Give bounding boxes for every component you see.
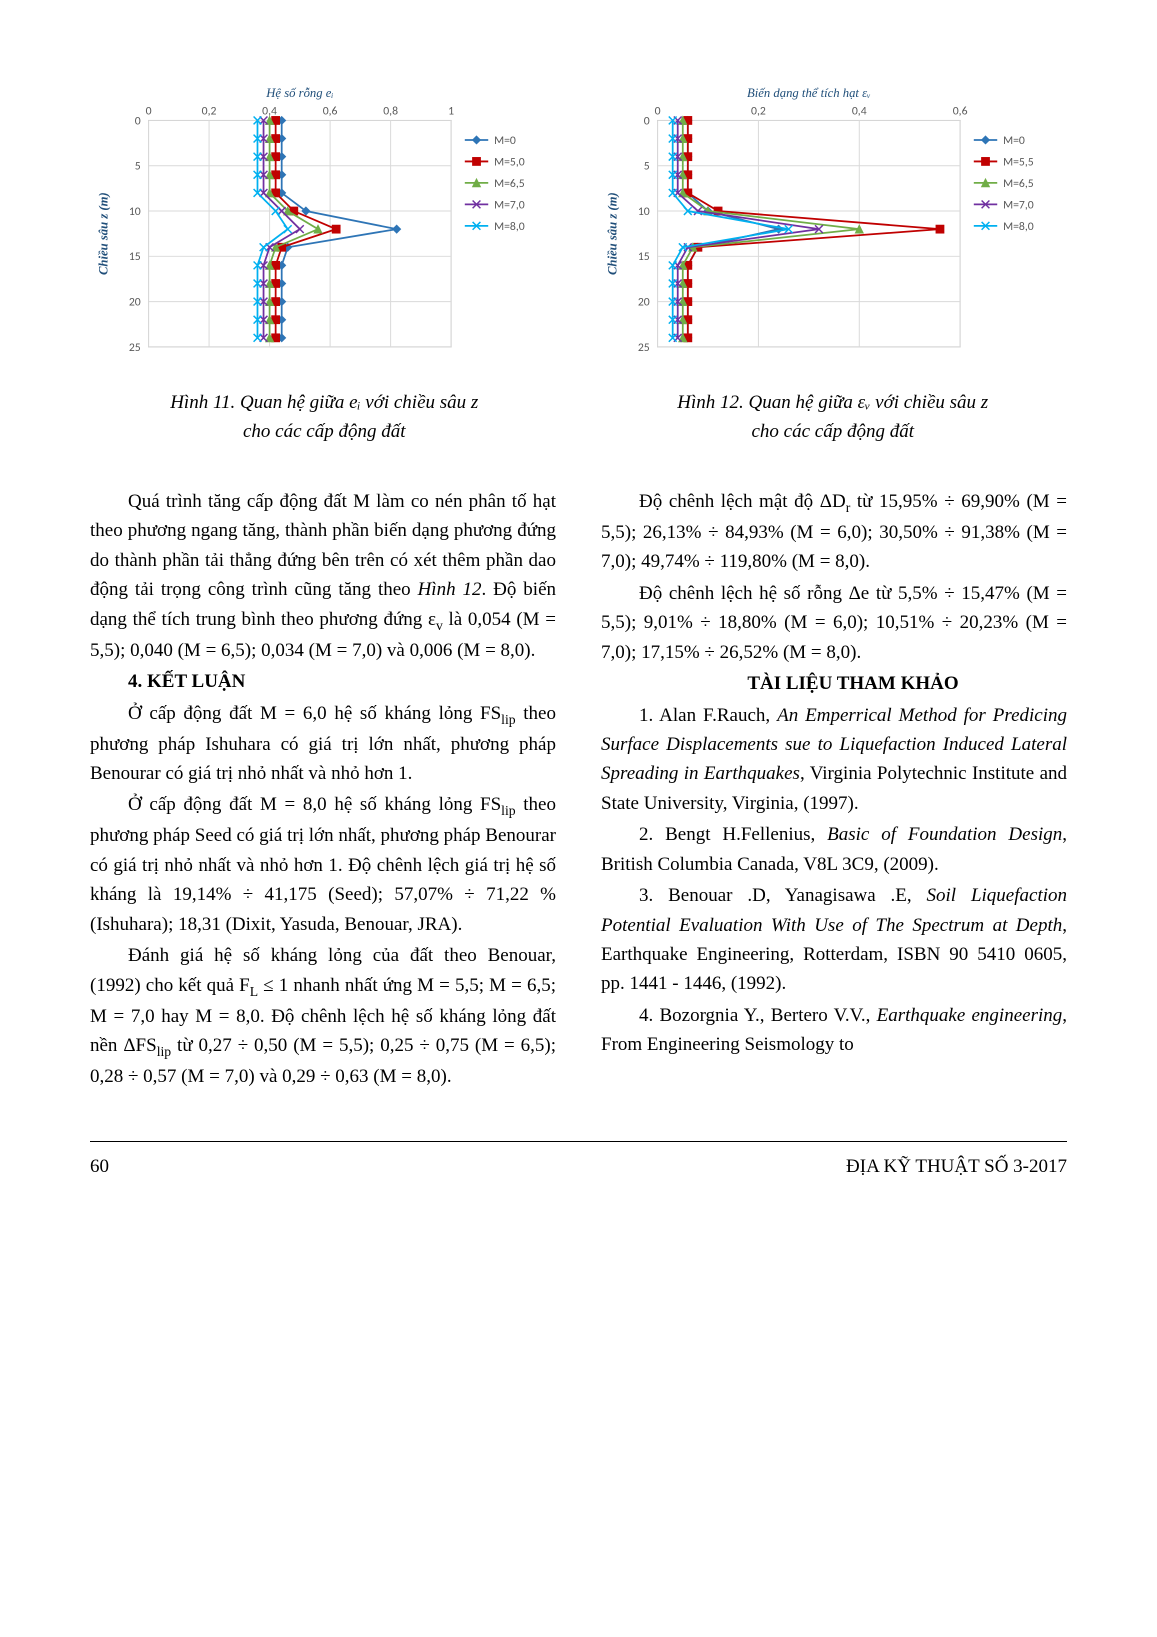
svg-text:15: 15 [129, 250, 141, 264]
figure-11: Hệ số rỗng eᵢ00,20,40,60,810510152025Chi… [90, 80, 559, 457]
svg-text:M=0: M=0 [1003, 134, 1025, 148]
chart-ei-vs-depth: Hệ số rỗng eᵢ00,20,40,60,810510152025Chi… [90, 80, 559, 360]
svg-text:1: 1 [448, 105, 454, 119]
reference-item: 3. Benouar .D, Yanagisawa .E, Soil Lique… [601, 881, 1067, 999]
svg-text:25: 25 [129, 341, 141, 355]
references-heading: TÀI LIỆU THAM KHẢO [601, 669, 1067, 698]
svg-text:5: 5 [643, 160, 649, 174]
svg-text:M=6,5: M=6,5 [494, 177, 525, 191]
svg-text:20: 20 [129, 296, 141, 310]
svg-text:0,2: 0,2 [751, 105, 766, 119]
svg-text:M=7,0: M=7,0 [1003, 198, 1034, 212]
svg-text:0,2: 0,2 [202, 105, 217, 119]
svg-text:Hệ số rỗng eᵢ: Hệ số rỗng eᵢ [265, 86, 333, 100]
svg-text:0: 0 [654, 105, 660, 119]
svg-text:M=0: M=0 [494, 134, 516, 148]
paragraph: Quá trình tăng cấp động đất M làm co nén… [90, 487, 556, 665]
figure-12-caption: Hình 12. Quan hệ giữa εᵥ với chiều sâu z… [677, 388, 988, 447]
footer-rule [90, 1141, 1067, 1142]
svg-text:0: 0 [135, 114, 141, 128]
svg-text:M=5,5: M=5,5 [1003, 155, 1034, 169]
svg-text:M=8,0: M=8,0 [1003, 220, 1034, 234]
svg-text:M=5,0: M=5,0 [494, 155, 525, 169]
paragraph: Ở cấp động đất M = 8,0 hệ số kháng lỏng … [90, 790, 556, 939]
body-columns: Quá trình tăng cấp động đất M làm co nén… [90, 487, 1067, 1092]
reference-item: 2. Bengt H.Fellenius, Basic of Foundatio… [601, 820, 1067, 879]
svg-text:10: 10 [637, 205, 649, 219]
section-heading: 4. KẾT LUẬN [90, 667, 556, 696]
caption-line: Hình 11. Quan hệ giữa eᵢ với chiều sâu z [170, 392, 478, 413]
svg-text:25: 25 [637, 341, 649, 355]
svg-text:0: 0 [146, 105, 152, 119]
svg-text:M=8,0: M=8,0 [494, 220, 525, 234]
figure-11-caption: Hình 11. Quan hệ giữa eᵢ với chiều sâu z… [170, 388, 478, 447]
svg-text:M=6,5: M=6,5 [1003, 177, 1034, 191]
svg-text:15: 15 [637, 250, 649, 264]
chart-right-svg: Biến dạng thể tích hạt εᵥ 0 0,2 0,4 0,6 0 5 10 1… [599, 80, 1068, 360]
svg-text:10: 10 [129, 205, 141, 219]
caption-line: Hình 12. Quan hệ giữa εᵥ với chiều sâu z [677, 392, 988, 413]
svg-text:0,6: 0,6 [952, 105, 967, 119]
paragraph: Đánh giá hệ số kháng lỏng của đất theo B… [90, 941, 556, 1091]
svg-text:Chiều sâu z (m): Chiều sâu z (m) [605, 192, 619, 275]
paragraph: Độ chênh lệch hệ số rỗng Δe từ 5,5% ÷ 15… [601, 579, 1067, 667]
page-number: 60 [90, 1152, 109, 1181]
reference-item: 1. Alan F.Rauch, An Emperrical Method fo… [601, 701, 1067, 819]
journal-label: ĐỊA KỸ THUẬT SỐ 3-2017 [846, 1152, 1067, 1181]
svg-text:0,6: 0,6 [323, 105, 338, 119]
svg-text:0,8: 0,8 [383, 105, 398, 119]
figures-row: Hệ số rỗng eᵢ00,20,40,60,810510152025Chi… [90, 80, 1067, 457]
reference-item: 4. Bozorgnia Y., Bertero V.V., Earthquak… [601, 1001, 1067, 1060]
paragraph: Ở cấp động đất M = 6,0 hệ số kháng lỏng … [90, 699, 556, 789]
caption-line: cho các cấp động đất [677, 417, 988, 446]
svg-text:Chiều sâu z (m): Chiều sâu z (m) [97, 192, 111, 275]
svg-text:0,4: 0,4 [851, 105, 866, 119]
chart-epsv-vs-depth: Biến dạng thể tích hạt εᵥ 0 0,2 0,4 0,6 0 5 10 1… [599, 80, 1068, 360]
page-footer: 60 ĐỊA KỸ THUẬT SỐ 3-2017 [90, 1152, 1067, 1181]
paragraph: Độ chênh lệch mật độ ΔDr từ 15,95% ÷ 69,… [601, 487, 1067, 577]
svg-text:20: 20 [637, 296, 649, 310]
chart-left-svg: Hệ số rỗng eᵢ00,20,40,60,810510152025Chi… [90, 80, 559, 360]
svg-text:0: 0 [643, 114, 649, 128]
svg-text:M=7,0: M=7,0 [494, 198, 525, 212]
svg-text:Biến dạng thể tích hạt εᵥ: Biến dạng thể tích hạt εᵥ [747, 86, 871, 100]
caption-line: cho các cấp động đất [170, 417, 478, 446]
figure-12: Biến dạng thể tích hạt εᵥ 0 0,2 0,4 0,6 0 5 10 1… [599, 80, 1068, 457]
svg-text:5: 5 [135, 160, 141, 174]
